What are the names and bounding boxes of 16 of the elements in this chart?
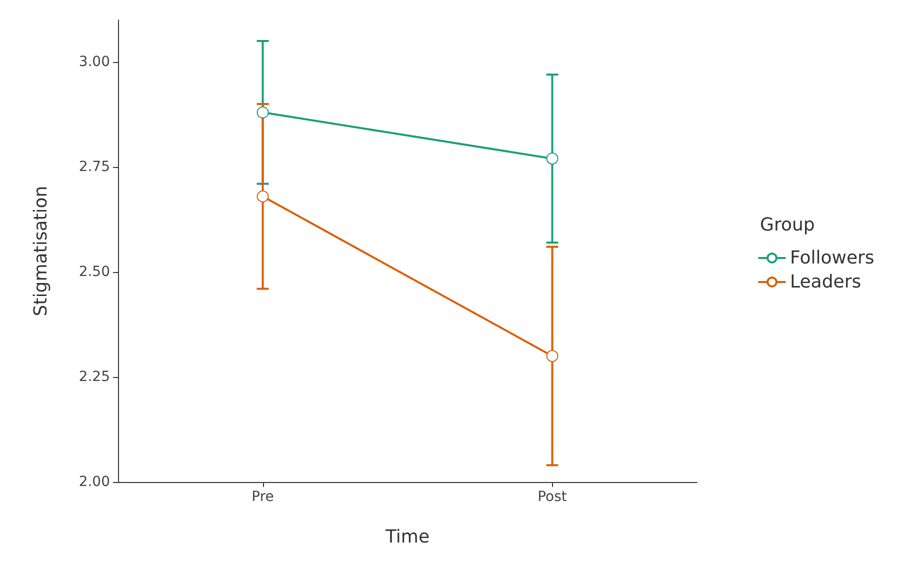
y-tick-label: 2.50 — [78, 264, 110, 280]
y-tick-label: 2.00 — [78, 474, 110, 490]
x-axis-title: Time — [384, 526, 430, 548]
x-tick-label: Pre — [252, 489, 274, 505]
legend-label: Leaders — [790, 272, 862, 292]
legend-title: Group — [760, 214, 815, 236]
y-tick-label: 2.75 — [78, 159, 110, 175]
point — [256, 106, 269, 118]
legend-label: Followers — [790, 248, 874, 268]
point — [256, 190, 269, 202]
x-tick-label: Post — [538, 489, 568, 505]
y-axis-title: Stigmatisation — [30, 186, 52, 316]
point — [546, 152, 558, 165]
y-tick-label: 3.00 — [78, 54, 110, 70]
y-tick-label: 2.25 — [78, 369, 110, 385]
point — [546, 350, 558, 362]
